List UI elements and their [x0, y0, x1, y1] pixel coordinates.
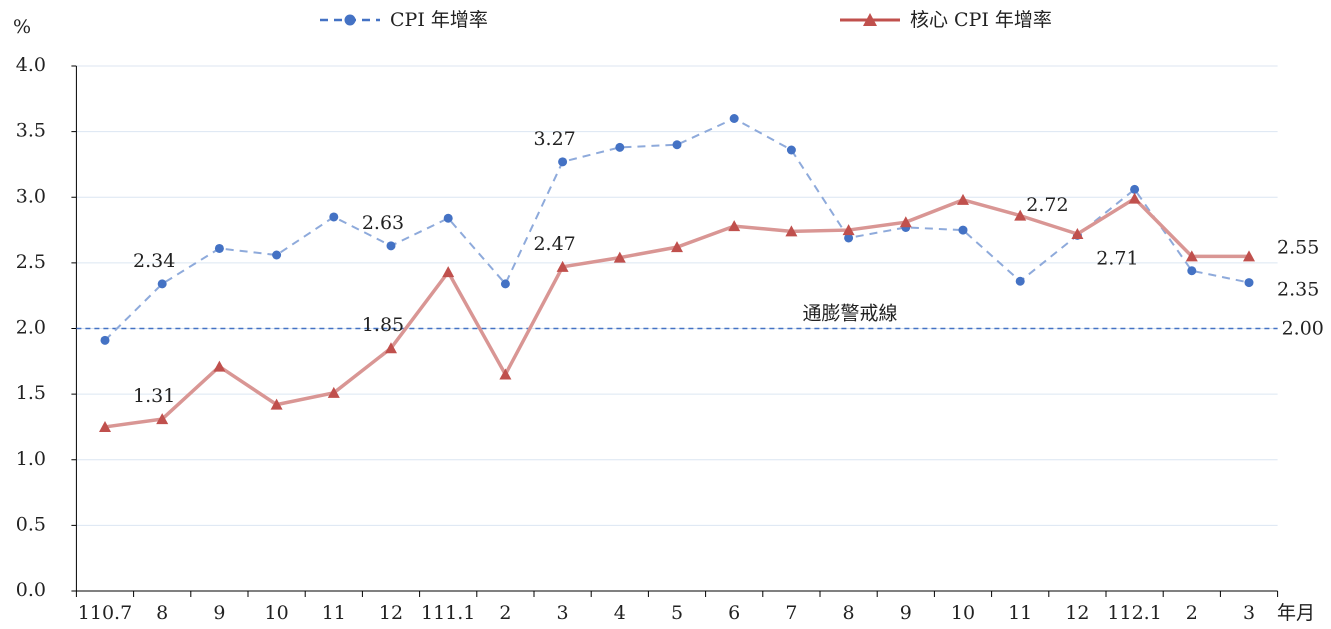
data-label: 1.85	[362, 314, 404, 336]
point	[1244, 278, 1254, 288]
point	[671, 241, 683, 253]
y-tick-label: 3.0	[16, 185, 46, 207]
point	[386, 241, 396, 251]
y-tick-label: 4.0	[16, 54, 46, 76]
point	[99, 420, 111, 432]
x-tick-label: 11	[1008, 602, 1032, 624]
x-tick-label: 5	[671, 602, 683, 624]
point	[157, 279, 167, 289]
point	[1015, 276, 1025, 286]
point	[1185, 250, 1198, 262]
x-tick-label: 9	[213, 602, 225, 624]
point	[499, 368, 512, 380]
data-label: 1.31	[133, 385, 175, 407]
y-tick-label: 1.5	[16, 382, 46, 404]
point	[615, 142, 625, 152]
x-tick-label: 9	[900, 602, 912, 624]
x-tick-label: 12	[379, 602, 403, 624]
point	[213, 360, 226, 372]
threshold-name: 通膨警戒線	[802, 303, 897, 325]
y-tick-label: 0.5	[16, 513, 46, 535]
x-tick-label: 112.1	[1107, 602, 1161, 624]
x-axis-label: 年月	[1277, 602, 1315, 624]
point	[1243, 250, 1255, 262]
data-label: 2.47	[533, 233, 575, 255]
point	[1071, 228, 1084, 239]
point	[842, 224, 855, 236]
x-tick-label: 2	[1186, 602, 1198, 624]
y-tick-label: 1.0	[16, 448, 46, 470]
point	[729, 114, 739, 123]
x-tick-label: 7	[785, 602, 797, 624]
point	[329, 212, 339, 222]
point	[500, 279, 510, 289]
point	[958, 225, 968, 235]
legend-marker	[344, 14, 356, 26]
point	[786, 145, 796, 155]
y-tick-label: 2.0	[16, 317, 46, 339]
data-label: 2.71	[1096, 247, 1138, 269]
point	[558, 157, 568, 167]
point	[327, 386, 340, 398]
x-tick-label: 8	[843, 602, 855, 624]
x-tick-label: 3	[557, 602, 569, 624]
point	[272, 250, 282, 260]
point	[214, 243, 224, 253]
point	[613, 251, 626, 263]
x-tick-label: 12	[1065, 602, 1089, 624]
point	[1014, 209, 1027, 221]
point	[1187, 266, 1197, 276]
x-tick-label: 4	[614, 602, 626, 624]
x-tick-label: 3	[1243, 602, 1255, 624]
x-tick-label: 110.7	[78, 602, 132, 624]
x-tick-label: 6	[728, 602, 740, 624]
y-tick-label: 2.5	[16, 251, 46, 273]
legend-label: 核心 CPI 年增率	[910, 9, 1052, 31]
point	[156, 413, 169, 425]
legend-label: CPI 年增率	[390, 9, 488, 31]
point	[100, 335, 110, 345]
point	[957, 193, 969, 205]
data-label: 3.27	[533, 128, 575, 150]
x-tick-label: 8	[156, 602, 168, 624]
point	[785, 225, 798, 237]
point	[442, 266, 455, 278]
point	[672, 140, 682, 150]
point	[1130, 184, 1140, 194]
point	[443, 213, 453, 223]
point	[385, 342, 397, 354]
data-label: 2.63	[362, 212, 404, 234]
data-label: 2.34	[133, 250, 175, 272]
y-tick-label: 3.5	[16, 120, 46, 142]
y-axis-label: %	[13, 16, 31, 38]
data-label: 2.35	[1277, 279, 1319, 301]
point	[844, 233, 854, 243]
x-tick-label: 111.1	[421, 602, 475, 624]
data-label: 2.55	[1277, 236, 1319, 258]
data-label: 2.72	[1026, 194, 1068, 216]
x-tick-label: 10	[265, 602, 289, 624]
threshold-label: 2.00	[1282, 318, 1324, 340]
point	[1128, 192, 1141, 204]
y-tick-label: 0.0	[16, 579, 46, 601]
x-tick-label: 10	[951, 602, 975, 624]
legend-marker	[863, 13, 877, 26]
series-line	[104, 117, 1250, 342]
point	[270, 398, 283, 410]
point	[556, 260, 569, 272]
point	[728, 220, 741, 232]
x-tick-label: 2	[499, 602, 511, 624]
x-tick-label: 11	[322, 602, 346, 624]
point	[899, 216, 912, 228]
